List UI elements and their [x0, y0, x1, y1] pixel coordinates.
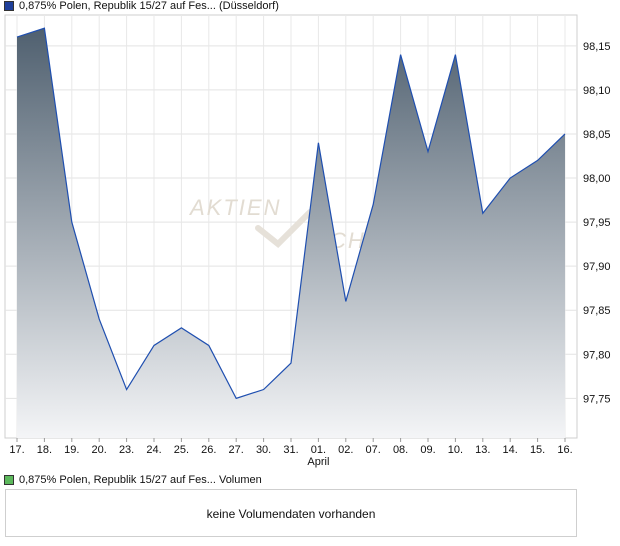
no-volume-message: keine Volumendaten vorhanden — [206, 507, 376, 521]
y-tick-label: 98,00 — [583, 173, 611, 185]
x-tick-label: 09. — [420, 444, 435, 456]
x-tick-label: 02. — [338, 444, 353, 456]
y-tick-label: 97,75 — [583, 393, 611, 405]
x-tick-label: 30. — [256, 444, 271, 456]
volume-legend-label: 0,875% Polen, Republik 15/27 auf Fes... … — [19, 474, 262, 486]
volume-panel: keine Volumendaten vorhanden — [5, 489, 577, 537]
x-tick-label: 07. — [366, 444, 381, 456]
x-tick-label: 17. — [9, 444, 24, 456]
x-tick-label: 08. — [393, 444, 408, 456]
x-tick-label: 27. — [229, 444, 244, 456]
price-area — [17, 28, 565, 438]
y-tick-label: 98,10 — [583, 85, 611, 97]
x-tick-label: 16. — [557, 444, 572, 456]
month-label: April — [307, 456, 329, 468]
x-tick-label: 25. — [174, 444, 189, 456]
watermark-check-icon — [255, 209, 313, 249]
x-tick-label: 19. — [64, 444, 79, 456]
x-tick-label: 26. — [201, 444, 216, 456]
x-tick-label: 14. — [503, 444, 518, 456]
x-tick-label: 01. — [311, 444, 326, 456]
x-tick-label: 10. — [448, 444, 463, 456]
x-tick-label: 13. — [475, 444, 490, 456]
volume-legend-swatch — [4, 475, 14, 485]
y-tick-label: 97,90 — [583, 261, 611, 273]
volume-legend: 0,875% Polen, Republik 15/27 auf Fes... … — [4, 474, 262, 486]
y-tick-label: 98,15 — [583, 41, 611, 53]
y-tick-label: 98,05 — [583, 129, 611, 141]
price-legend: 0,875% Polen, Republik 15/27 auf Fes... … — [4, 0, 279, 12]
x-tick-label: 15. — [530, 444, 545, 456]
x-tick-label: 20. — [92, 444, 107, 456]
price-legend-swatch — [4, 1, 14, 11]
y-tick-label: 97,95 — [583, 217, 611, 229]
y-tick-label: 97,80 — [583, 349, 611, 361]
x-tick-label: 23. — [119, 444, 134, 456]
price-legend-label: 0,875% Polen, Republik 15/27 auf Fes... … — [19, 0, 279, 12]
y-tick-label: 97,85 — [583, 305, 611, 317]
x-tick-label: 24. — [146, 444, 161, 456]
watermark-text: AKTIEN — [188, 195, 281, 220]
price-line — [16, 27, 566, 400]
x-tick-label: 31. — [283, 444, 298, 456]
x-tick-label: 18. — [37, 444, 52, 456]
